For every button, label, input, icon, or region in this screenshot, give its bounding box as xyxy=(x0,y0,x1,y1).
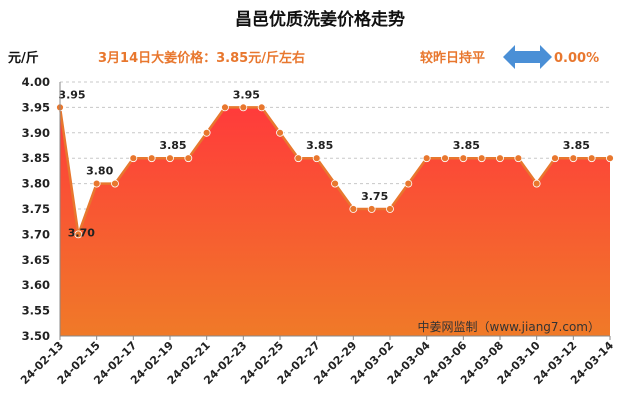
compare-label: 较昨日持平 xyxy=(420,50,485,66)
data-label: 3.85 xyxy=(563,139,590,152)
data-point xyxy=(477,154,486,163)
data-point xyxy=(74,230,83,239)
data-point xyxy=(349,205,358,213)
data-point xyxy=(239,103,248,112)
data-point xyxy=(367,205,376,213)
data-point xyxy=(532,179,541,188)
data-point xyxy=(111,179,119,188)
data-label: 3.85 xyxy=(453,139,480,152)
price-note: 3月14日大姜价格：3.85元/斤左右 xyxy=(98,50,305,66)
data-point xyxy=(606,154,614,163)
data-point xyxy=(257,103,266,112)
y-tick-label: 3.70 xyxy=(22,227,50,241)
data-point xyxy=(221,103,229,112)
point-layer xyxy=(56,103,614,239)
y-tick-label: 3.85 xyxy=(22,151,50,165)
data-label: 3.85 xyxy=(306,139,333,152)
data-point xyxy=(129,154,138,163)
chart-title: 昌邑优质洗姜价格走势 xyxy=(235,9,405,30)
data-label: 3.80 xyxy=(86,165,113,178)
y-axis-unit: 元/斤 xyxy=(8,50,39,66)
data-point xyxy=(184,154,193,163)
y-axis: 3.50 3.55 3.60 3.65 3.70 3.75 3.80 3.85 3.90 3.95… xyxy=(22,75,610,343)
x-axis: 24-02-1324-02-1524-02-1724-02-1924-02-21… xyxy=(18,336,616,387)
data-point xyxy=(404,179,413,188)
y-tick-label: 3.60 xyxy=(22,278,50,292)
data-point xyxy=(551,154,559,163)
data-point xyxy=(496,154,504,163)
y-tick-label: 4.00 xyxy=(22,75,50,89)
data-point xyxy=(276,128,284,137)
label-layer: 3.95 3.70 3.80 3.85 3.95 3.85 3.75 3.85 3.85 xyxy=(58,88,589,239)
data-label: 3.95 xyxy=(233,88,260,101)
data-point xyxy=(312,154,321,163)
data-label: 3.95 xyxy=(58,88,85,101)
y-tick-label: 3.90 xyxy=(22,126,50,140)
y-tick-label: 3.50 xyxy=(22,329,50,343)
compare-value: 0.00% xyxy=(554,51,599,66)
data-point xyxy=(147,154,156,163)
double-arrow-icon xyxy=(503,45,552,69)
area-layer xyxy=(60,107,610,337)
data-label: 3.70 xyxy=(68,226,95,239)
data-point xyxy=(459,154,468,163)
data-label: 3.85 xyxy=(159,139,186,152)
y-tick-label: 3.95 xyxy=(22,100,50,114)
y-tick-label: 3.55 xyxy=(22,304,50,318)
data-point xyxy=(294,154,303,163)
data-point xyxy=(202,128,211,137)
data-point xyxy=(386,205,394,213)
data-point xyxy=(331,179,339,188)
data-point xyxy=(422,154,431,163)
data-point xyxy=(92,179,101,188)
y-tick-label: 3.65 xyxy=(22,253,50,267)
data-point xyxy=(514,154,523,163)
y-tick-label: 3.80 xyxy=(22,177,50,191)
data-point xyxy=(441,154,449,163)
watermark: 中姜网监制（www.jiang7.com） xyxy=(418,319,600,334)
data-point xyxy=(587,154,596,163)
y-tick-label: 3.75 xyxy=(22,202,50,216)
price-area xyxy=(60,107,610,337)
data-label: 3.75 xyxy=(361,190,388,203)
data-point xyxy=(166,154,174,163)
data-point xyxy=(569,154,578,163)
